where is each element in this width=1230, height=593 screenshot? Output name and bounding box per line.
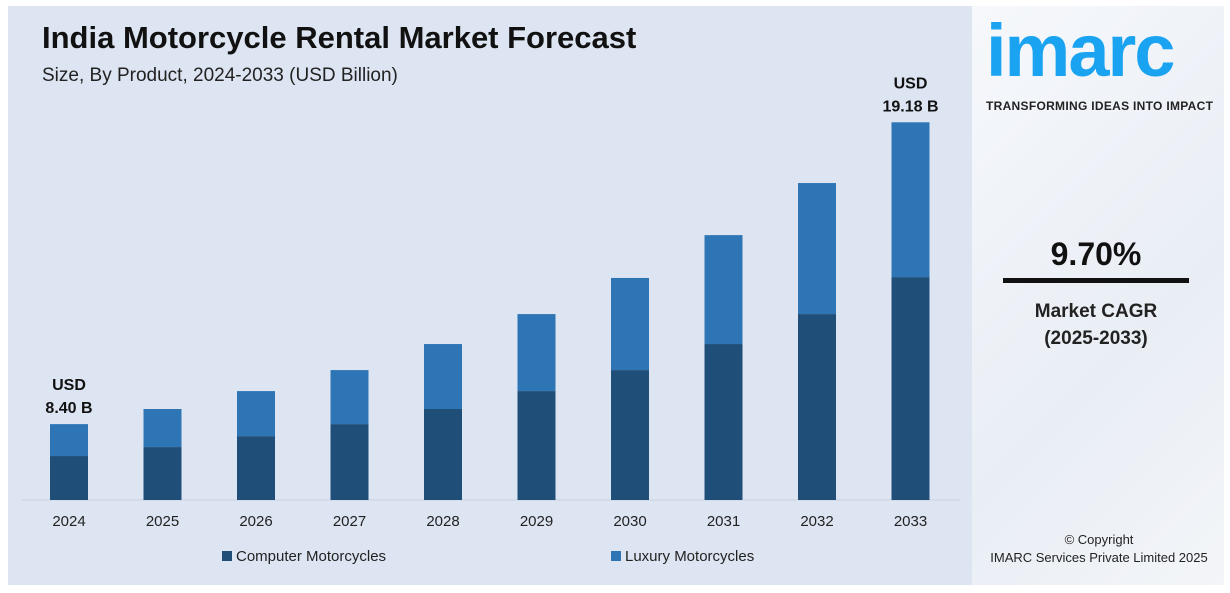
bar-computer-2025 [143, 447, 182, 500]
data-label: 8.40 B [45, 400, 92, 417]
copyright-line1: © Copyright [1064, 532, 1134, 547]
bar-computer-2027 [330, 424, 369, 500]
cagr-label: Market CAGR (2025-2033) [1003, 298, 1189, 352]
x-tick-label: 2031 [707, 513, 740, 530]
legend-item-computer: Computer Motorcycles [222, 548, 386, 565]
x-tick-label: 2024 [52, 513, 85, 530]
bar-luxury-2032 [798, 183, 836, 315]
data-label: 19.18 B [882, 98, 938, 115]
bar-luxury-2024 [50, 424, 88, 457]
bar-luxury-2027 [330, 370, 369, 425]
cagr-label-line1: Market CAGR [1034, 301, 1158, 322]
bar-luxury-2026 [237, 391, 275, 437]
bar-luxury-2025 [143, 409, 182, 448]
x-tick-label: 2030 [613, 513, 646, 530]
imarc-logo: imarc [986, 9, 1175, 92]
x-tick-label: 2026 [239, 513, 272, 530]
x-tick-label: 2033 [894, 513, 927, 530]
bar-luxury-2030 [611, 277, 649, 371]
data-label: USD [52, 377, 86, 394]
bar-luxury-2029 [517, 314, 556, 392]
cagr-label-line2: (2025-2033) [1044, 328, 1148, 349]
bar-computer-2030 [611, 370, 649, 500]
x-tick-label: 2032 [800, 513, 833, 530]
bar-computer-2026 [237, 436, 275, 500]
cagr-value: 9.70% [1050, 236, 1142, 272]
legend-swatch [222, 551, 232, 561]
bar-luxury-2033 [891, 122, 930, 278]
bar-computer-2029 [517, 391, 556, 500]
legend-label: Computer Motorcycles [236, 548, 387, 565]
bar-luxury-2031 [704, 235, 743, 345]
x-tick-label: 2025 [146, 513, 179, 530]
data-label: USD [894, 75, 928, 92]
x-tick-label: 2028 [426, 513, 459, 530]
x-tick-label: 2027 [333, 513, 366, 530]
bar-computer-2033 [891, 277, 930, 500]
legend-label: Luxury Motorcycles [625, 548, 755, 565]
legend-item-luxury: Luxury Motorcycles [611, 548, 754, 565]
legend-swatch [611, 551, 621, 561]
copyright: © Copyright IMARC Services Private Limite… [975, 531, 1223, 567]
bar-computer-2031 [704, 344, 743, 500]
logo-tagline: TRANSFORMING IDEAS INTO IMPACT [986, 99, 1214, 113]
bar-computer-2024 [50, 456, 88, 500]
x-tick-label: 2029 [520, 513, 553, 530]
divider [1003, 278, 1189, 283]
chart-title: India Motorcycle Rental Market Forecast [42, 20, 637, 55]
bar-computer-2028 [424, 409, 462, 500]
plot-area: 2024 USD 8.40 B 2025 2026 2027 2028 2029 2030 203… [22, 75, 960, 530]
bar-computer-2032 [798, 314, 836, 500]
bar-luxury-2028 [424, 344, 462, 409]
copyright-line2: IMARC Services Private Limited 2025 [990, 550, 1208, 565]
side-panel [972, 6, 1224, 585]
chart-subtitle: Size, By Product, 2024-2033 (USD Billion… [42, 65, 398, 86]
